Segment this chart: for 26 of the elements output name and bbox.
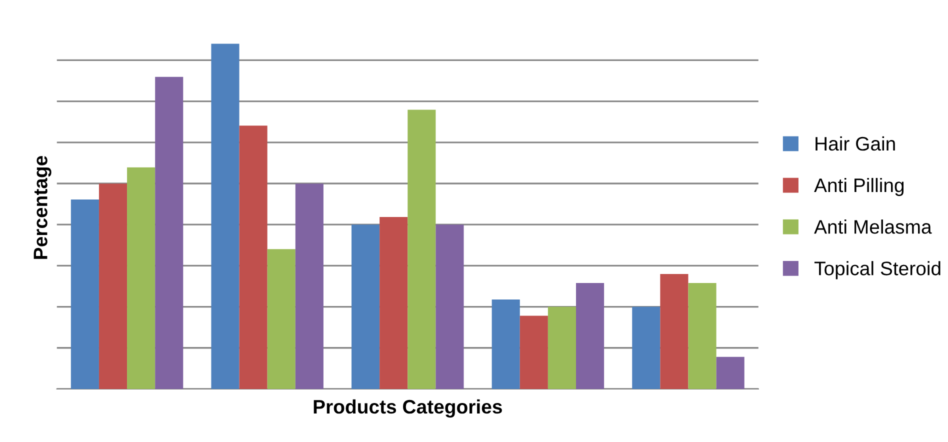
bar bbox=[688, 282, 716, 389]
bar bbox=[408, 110, 436, 389]
bar bbox=[155, 76, 184, 389]
legend-label: Anti Melasma bbox=[814, 220, 932, 234]
bar bbox=[295, 184, 324, 389]
bar bbox=[520, 316, 548, 389]
bar bbox=[98, 184, 128, 389]
bar bbox=[548, 306, 576, 389]
bar bbox=[352, 224, 380, 389]
bar bbox=[436, 224, 464, 389]
legend-label: Hair Gain bbox=[816, 136, 895, 151]
bar bbox=[716, 356, 744, 389]
bar bbox=[70, 199, 99, 389]
bar bbox=[632, 306, 660, 389]
y-axis-title: Percentage bbox=[34, 156, 52, 259]
bar bbox=[576, 282, 604, 389]
x-axis-title: Products Categories bbox=[314, 399, 502, 418]
bar bbox=[127, 167, 156, 389]
bar bbox=[492, 300, 520, 389]
bar bbox=[211, 44, 240, 389]
bar bbox=[267, 249, 296, 389]
legend-label: Anti Pilling bbox=[814, 178, 904, 196]
bar bbox=[380, 217, 408, 389]
bar bbox=[239, 126, 268, 389]
legend-label: Topical Steroid bbox=[814, 261, 940, 280]
bar bbox=[660, 274, 688, 389]
